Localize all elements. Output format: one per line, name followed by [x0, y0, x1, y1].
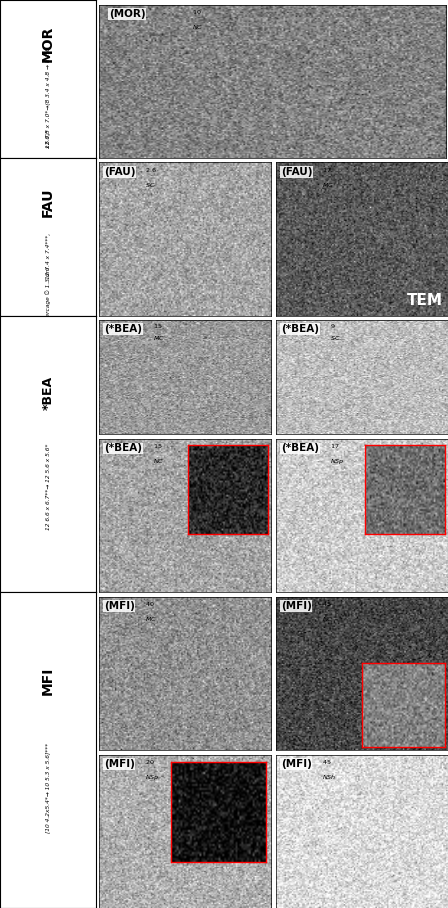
Text: $_{SC}$: $_{SC}$: [145, 181, 155, 190]
Text: 12 7.4 x 7.4***,: 12 7.4 x 7.4***,: [46, 232, 51, 279]
Text: (FAU): (FAU): [281, 167, 312, 177]
Text: (*BEA): (*BEA): [104, 443, 142, 453]
Text: (MFI): (MFI): [104, 601, 134, 611]
Text: [10 4.2x5.4*→ 10 5.3 x 5.6]***: [10 4.2x5.4*→ 10 5.3 x 5.6]***: [46, 743, 51, 834]
Text: 12 6.6 x 6.7**→ 12 5.6 x 5.6*: 12 6.6 x 6.7**→ 12 5.6 x 5.6*: [46, 444, 51, 530]
Text: $^{15}$: $^{15}$: [153, 324, 163, 333]
Text: supercage ∅ 1.3 nm: supercage ∅ 1.3 nm: [45, 267, 51, 327]
Text: (FAU): (FAU): [104, 167, 135, 177]
Text: $^{17}$: $^{17}$: [322, 167, 332, 176]
Text: $^{15}$: $^{15}$: [153, 443, 163, 452]
Text: $^{10}$: $^{10}$: [192, 9, 202, 18]
Text: (MOR): (MOR): [109, 9, 146, 19]
Text: (*BEA): (*BEA): [281, 324, 319, 334]
Text: MFI: MFI: [41, 666, 55, 695]
Text: $^{45}$: $^{45}$: [322, 601, 332, 610]
Text: (*BEA): (*BEA): [281, 443, 319, 453]
Text: $_{SC}$: $_{SC}$: [330, 334, 341, 343]
Text: $^{20}$: $^{20}$: [145, 759, 155, 768]
Text: 12 6.5 x 7.0*→(8 3.4 x 4.8 → 8 2.6: 12 6.5 x 7.0*→(8 3.4 x 4.8 → 8 2.6: [46, 47, 51, 148]
Text: $_{MC}$: $_{MC}$: [145, 615, 157, 624]
Text: (MFI): (MFI): [104, 759, 134, 769]
Text: $_{NC}$: $_{NC}$: [322, 615, 333, 624]
Text: (*BEA): (*BEA): [104, 324, 142, 334]
Text: $^{40}$: $^{40}$: [145, 601, 155, 610]
Text: TEM: TEM: [407, 293, 443, 308]
Text: $^{2.6}$: $^{2.6}$: [145, 167, 157, 176]
Text: $_{MC}$: $_{MC}$: [153, 334, 165, 343]
Text: $_{NC}$: $_{NC}$: [153, 458, 165, 466]
Text: x 5.7)*: x 5.7)*: [46, 129, 51, 149]
Text: $_{NC}$: $_{NC}$: [192, 23, 203, 32]
Text: FAU: FAU: [41, 187, 55, 217]
Text: $^{9}$: $^{9}$: [330, 324, 336, 333]
Text: $^{45}$: $^{45}$: [322, 759, 332, 768]
Text: $^{17}$: $^{17}$: [330, 443, 340, 452]
Text: $_{NSp}$: $_{NSp}$: [330, 458, 345, 467]
Text: $_{MC}$: $_{MC}$: [322, 181, 334, 190]
Text: *BEA: *BEA: [42, 376, 55, 410]
Text: $_{NSh}$: $_{NSh}$: [322, 773, 336, 782]
Text: MOR: MOR: [41, 26, 55, 63]
Text: (MFI): (MFI): [281, 759, 311, 769]
Text: (MFI): (MFI): [281, 601, 311, 611]
Text: $_{NSp}$: $_{NSp}$: [145, 773, 159, 783]
